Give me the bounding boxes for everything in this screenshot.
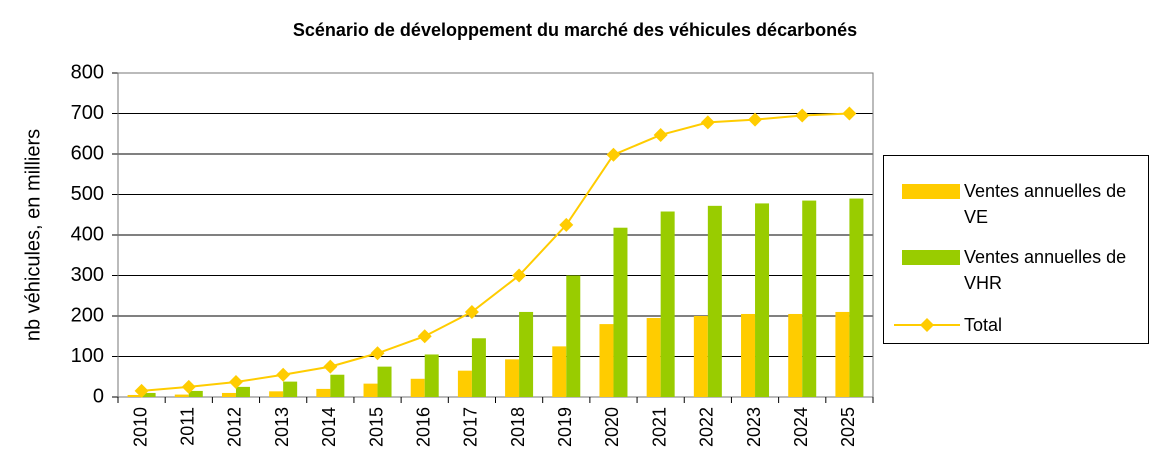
- bar: [519, 311, 534, 397]
- legend-marker: [920, 318, 934, 332]
- bar: [802, 200, 817, 397]
- marker: [512, 268, 527, 283]
- x-tick-label: 2023: [744, 407, 764, 447]
- bar: [660, 211, 675, 397]
- legend: Ventes annuelles de VE Ventes annuelles d…: [883, 155, 1149, 344]
- bar: [788, 313, 803, 397]
- y-tick-label: 700: [71, 102, 104, 124]
- bar: [410, 378, 425, 397]
- marker: [653, 127, 668, 142]
- y-tick-label: 400: [71, 223, 104, 245]
- x-tick-label: 2024: [791, 407, 811, 447]
- legend-swatch: [902, 184, 960, 199]
- x-tick-label: 2010: [130, 407, 150, 447]
- x-tick-label: 2025: [838, 407, 858, 447]
- marker: [606, 147, 621, 162]
- bar: [457, 370, 472, 397]
- bar: [599, 324, 614, 397]
- marker: [795, 108, 810, 123]
- x-tick-label: 2021: [649, 407, 669, 447]
- marker: [134, 383, 149, 398]
- x-tick-label: 2022: [697, 407, 717, 447]
- marker: [842, 106, 857, 121]
- marker: [559, 217, 574, 232]
- bar: [424, 354, 439, 397]
- legend-label: Total: [964, 315, 1003, 335]
- x-tick-label: 2012: [225, 407, 245, 447]
- x-tick-label: 2014: [319, 407, 339, 447]
- legend-rect: [902, 250, 960, 265]
- bar: [646, 318, 661, 397]
- bar: [755, 203, 770, 397]
- x-tick-label: 2011: [178, 407, 198, 446]
- bar: [741, 313, 756, 397]
- legend-label: Ventes annuelles de VE: [964, 181, 1127, 227]
- y-tick-label: 300: [71, 264, 104, 286]
- line: [141, 112, 850, 392]
- marker: [228, 375, 243, 390]
- legend-swatch: [902, 250, 960, 265]
- bar: [471, 338, 486, 397]
- bar: [330, 374, 345, 397]
- y-tick-label: 200: [71, 304, 104, 326]
- bar: [377, 366, 392, 397]
- y-tick-label: 500: [71, 183, 104, 205]
- marker: [276, 367, 291, 382]
- legend-swatch: [894, 318, 960, 332]
- legend-label: Ventes annuelles de VHR: [964, 247, 1127, 293]
- x-tick-label: 2020: [602, 407, 622, 447]
- y-tick-label: 100: [71, 345, 104, 367]
- x-tick-label: 2017: [461, 407, 481, 447]
- bar: [188, 390, 203, 397]
- bar: [613, 227, 628, 397]
- bar: [127, 394, 142, 397]
- marker: [748, 112, 763, 127]
- bar: [505, 359, 520, 397]
- y-tick-label: 600: [71, 142, 104, 164]
- bar: [174, 394, 189, 397]
- bar: [363, 383, 378, 397]
- bar: [552, 346, 567, 397]
- x-tick-label: 2018: [508, 407, 528, 447]
- marker: [323, 359, 338, 374]
- x-tick-label: 2015: [366, 407, 386, 447]
- x-tick-label: 2013: [272, 407, 292, 447]
- marker: [417, 329, 432, 344]
- bar: [235, 386, 250, 397]
- legend-rect: [902, 184, 960, 199]
- bar: [221, 392, 236, 397]
- bar: [849, 198, 864, 397]
- marker: [464, 304, 479, 319]
- bar: [835, 311, 850, 397]
- bar: [566, 275, 581, 397]
- marker: [700, 115, 715, 130]
- x-tick-label: 2016: [413, 407, 433, 447]
- bar: [141, 392, 156, 397]
- bar: [693, 316, 708, 397]
- marker: [370, 346, 385, 361]
- y-tick-label: 800: [71, 61, 104, 83]
- bar: [316, 388, 331, 397]
- y-tick-label: 0: [93, 385, 104, 407]
- x-tick-label: 2019: [555, 407, 575, 447]
- chart-title: Scénario de développement du marché des …: [293, 20, 857, 40]
- marker: [181, 379, 196, 394]
- y-axis-label: nb véhicules, en milliers: [22, 129, 44, 341]
- bar: [283, 381, 298, 397]
- bar: [269, 391, 284, 397]
- bar: [707, 205, 722, 397]
